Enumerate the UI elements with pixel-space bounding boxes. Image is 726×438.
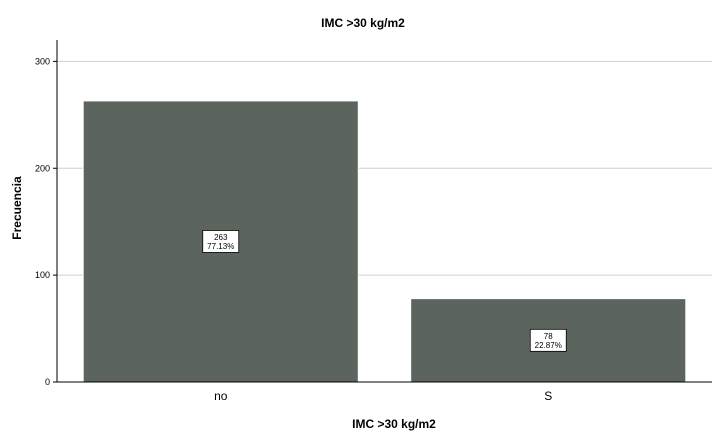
x-tick-label: no bbox=[214, 389, 228, 403]
data-label-percent: 77.13% bbox=[207, 242, 234, 251]
chart-title: IMC >30 kg/m2 bbox=[321, 16, 405, 30]
y-tick-label: 300 bbox=[35, 56, 50, 66]
y-axis-label: Frecuencia bbox=[10, 176, 24, 240]
y-tick-label: 100 bbox=[35, 270, 50, 280]
x-axis-label: IMC >30 kg/m2 bbox=[352, 417, 436, 431]
x-tick-label: S bbox=[544, 389, 552, 403]
bars bbox=[82, 100, 687, 383]
data-label-count: 78 bbox=[544, 332, 553, 341]
data-label-percent: 22.87% bbox=[535, 341, 562, 350]
data-label-box bbox=[202, 230, 240, 253]
data-label-count: 263 bbox=[214, 233, 228, 242]
y-tick-label: 200 bbox=[35, 163, 50, 173]
data-label-box bbox=[529, 328, 567, 352]
axes: 0 100 200 300 no S bbox=[35, 40, 712, 403]
y-tick-label: 0 bbox=[45, 377, 50, 387]
